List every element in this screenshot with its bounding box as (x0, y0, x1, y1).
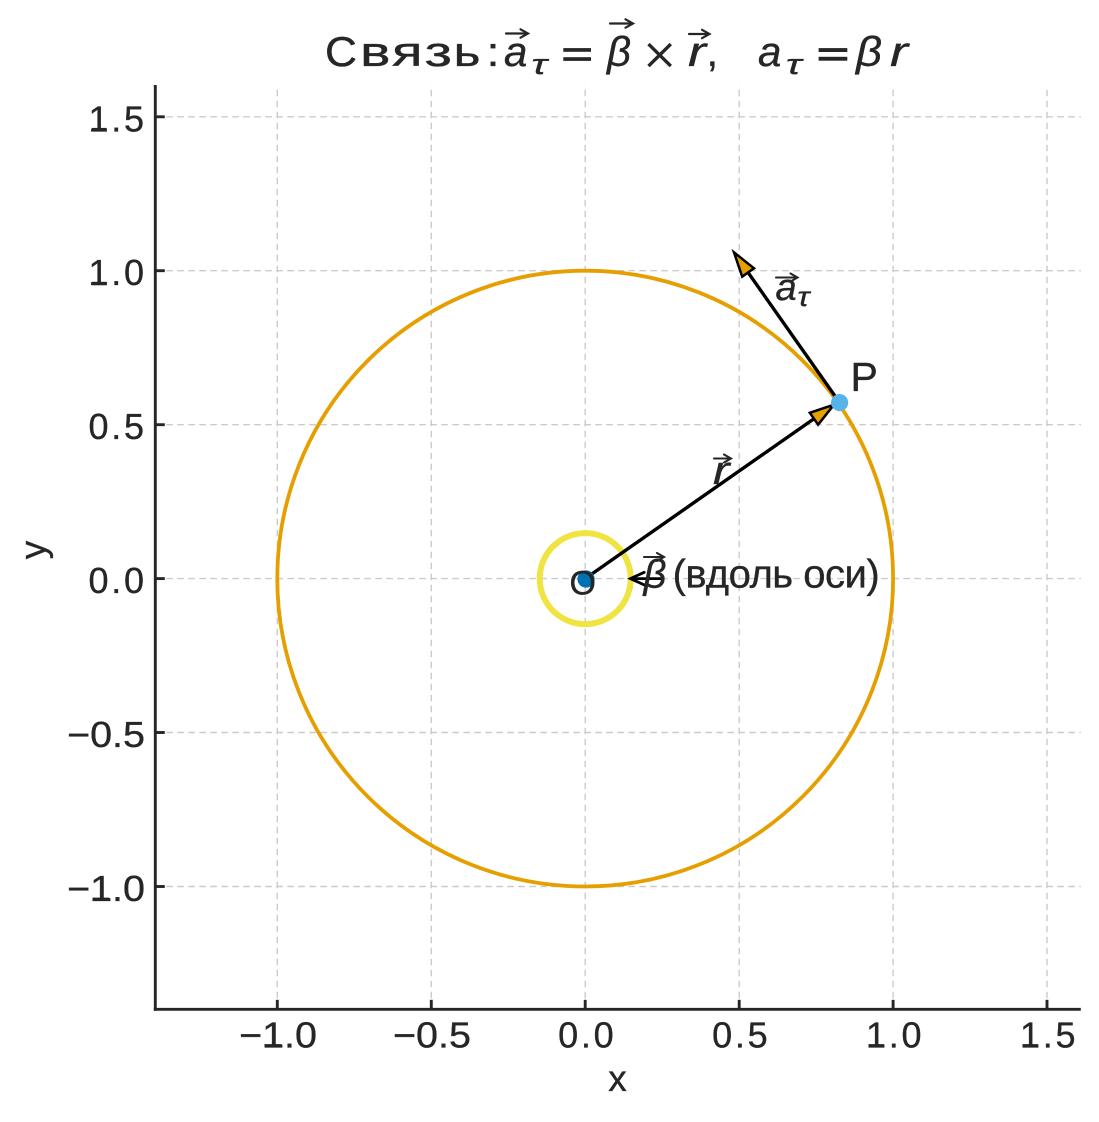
svg-text:P: P (851, 354, 878, 400)
svg-text:1.0: 1.0 (89, 252, 145, 293)
svg-text:τ: τ (786, 49, 805, 81)
svg-text:−1.0: −1.0 (67, 868, 145, 909)
svg-text:a: a (758, 28, 781, 75)
svg-text:0.0: 0.0 (558, 1015, 614, 1056)
svg-text:a: a (776, 267, 797, 309)
svg-text::: : (487, 28, 500, 75)
svg-text:β: β (643, 553, 667, 597)
svg-text:0.0: 0.0 (89, 560, 145, 601)
svg-text:τ: τ (798, 282, 812, 312)
svg-text:я: я (392, 28, 423, 75)
svg-text:y: y (13, 540, 54, 559)
svg-text:С: С (325, 28, 357, 75)
svg-text:−1.0: −1.0 (239, 1015, 317, 1056)
svg-text:(вдоль оси): (вдоль оси) (662, 553, 879, 597)
svg-text:1.5: 1.5 (1020, 1015, 1076, 1056)
svg-text:1.0: 1.0 (866, 1015, 922, 1056)
svg-text:τ: τ (532, 49, 551, 81)
svg-text:−0.5: −0.5 (393, 1015, 471, 1056)
svg-text:0.5: 0.5 (712, 1015, 768, 1056)
svg-text:O: O (570, 565, 596, 603)
svg-text:−0.5: −0.5 (67, 714, 145, 755)
svg-text:r: r (713, 449, 732, 493)
svg-text:1.5: 1.5 (89, 98, 145, 139)
svg-text:β: β (854, 28, 882, 75)
svg-text:,: , (707, 28, 719, 75)
svg-text:r: r (688, 28, 709, 75)
svg-text:r: r (890, 28, 911, 75)
svg-text:ь: ь (454, 28, 481, 75)
svg-text:x: x (608, 1058, 627, 1099)
svg-text:в: в (360, 28, 391, 75)
svg-text:a: a (504, 28, 527, 75)
svg-text:0.5: 0.5 (89, 406, 145, 447)
svg-text:з: з (425, 28, 453, 75)
svg-text:β: β (605, 28, 631, 75)
